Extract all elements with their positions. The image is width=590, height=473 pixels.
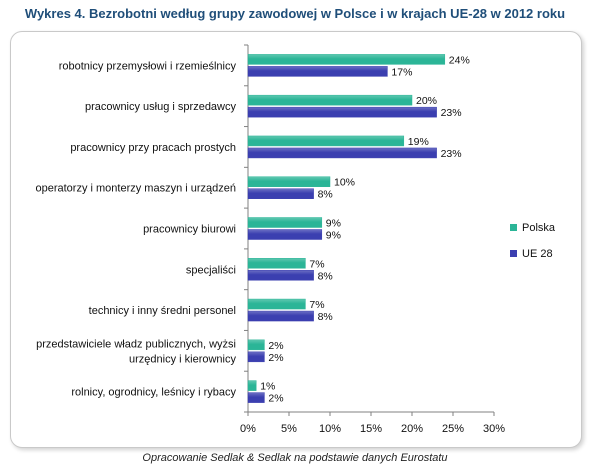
- x-tick-label: 10%: [319, 423, 341, 435]
- source-note: Opracowanie Sedlak & Sedlak na podstawie…: [142, 452, 448, 464]
- bar-polska: [247, 135, 405, 147]
- bar-ue28: [247, 351, 265, 363]
- bar-polska: [247, 54, 446, 65]
- legend-label-polska: Polska: [522, 222, 556, 234]
- x-tick-label: 25%: [442, 423, 464, 435]
- category-label: specjaliści: [186, 264, 236, 276]
- data-label-ue28: 8%: [318, 311, 333, 323]
- bar-ue28: [247, 229, 323, 240]
- category-label: pracownicy przy pracach prostych: [70, 142, 236, 154]
- legend-swatch-polska: [510, 224, 517, 231]
- category-label: przedstawiciele władz publicznych, wyżsi: [36, 338, 236, 350]
- data-label-ue28: 8%: [318, 189, 333, 201]
- data-label-polska: 20%: [416, 95, 437, 107]
- category-label: technicy i inny średni personel: [89, 305, 236, 317]
- data-label-ue28: 23%: [441, 148, 462, 160]
- data-label-ue28: 2%: [268, 352, 283, 364]
- x-tick-label: 30%: [483, 423, 505, 435]
- x-tick-label: 5%: [281, 423, 297, 435]
- bar-polska: [247, 339, 265, 351]
- data-label-polska: 24%: [449, 54, 470, 66]
- category-label: rolnicy, ogrodnicy, leśnicy i rybacy: [71, 387, 236, 399]
- data-label-ue28: 2%: [268, 393, 283, 405]
- x-tick-label: 20%: [401, 423, 423, 435]
- bar-polska: [247, 94, 413, 106]
- bar-polska: [247, 176, 331, 187]
- chart-title: Wykres 4. Bezrobotni według grupy zawodo…: [24, 6, 566, 21]
- data-label-polska: 7%: [309, 299, 324, 311]
- bar-ue28: [247, 106, 437, 118]
- category-label: operatorzy i monterzy maszyn i urządzeń: [35, 183, 236, 195]
- data-label-ue28: 23%: [441, 107, 462, 119]
- legend-swatch-ue28: [510, 250, 517, 257]
- data-label-polska: 10%: [334, 177, 355, 189]
- data-label-polska: 1%: [260, 381, 275, 393]
- bar-ue28: [247, 392, 265, 403]
- category-label: robotnicy przemysłowi i rzemieślnicy: [59, 60, 237, 72]
- bar-polska: [247, 298, 306, 310]
- data-label-ue28: 8%: [318, 270, 333, 282]
- data-label-polska: 7%: [309, 258, 324, 270]
- data-label-polska: 19%: [408, 136, 429, 148]
- bar-ue28: [247, 270, 314, 281]
- bar-polska: [247, 217, 323, 228]
- bar-ue28: [247, 310, 314, 322]
- x-tick-label: 0%: [240, 423, 256, 435]
- category-label: pracownicy biurowi: [143, 224, 236, 236]
- legend-label-ue28: UE 28: [522, 248, 553, 260]
- category-label: urzędnicy i kierownicy: [129, 353, 236, 365]
- x-tick-label: 15%: [360, 423, 382, 435]
- category-label: pracownicy usług i sprzedawcy: [85, 101, 237, 113]
- bar-polska: [247, 258, 306, 269]
- data-label-polska: 2%: [268, 340, 283, 352]
- bar-ue28: [247, 66, 388, 77]
- bar-polska: [247, 380, 257, 391]
- bar-ue28: [247, 188, 314, 199]
- data-label-ue28: 17%: [391, 66, 412, 78]
- bar-ue28: [247, 147, 437, 159]
- data-label-polska: 9%: [326, 218, 341, 230]
- data-label-ue28: 9%: [326, 230, 341, 242]
